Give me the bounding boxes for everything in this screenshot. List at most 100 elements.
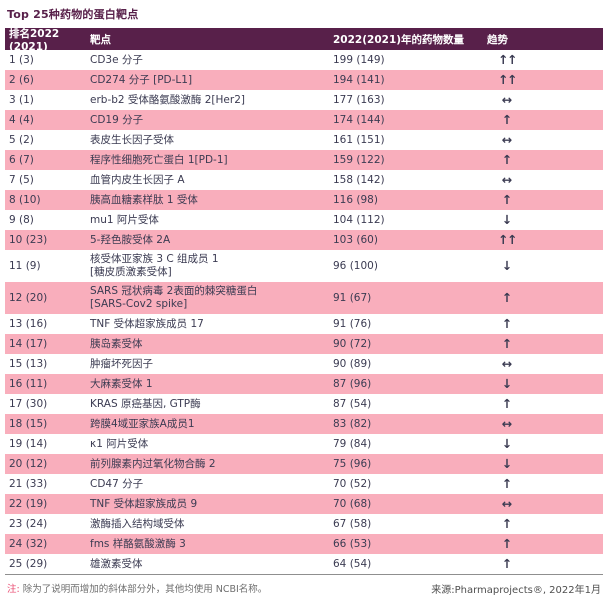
trend-up-icon: ↑ (501, 555, 513, 571)
trend-up-icon: ↑ (501, 111, 513, 127)
target-line: 肿瘤坏死因子 (90, 357, 153, 370)
target-cell: mu1 阿片受体 (90, 211, 333, 230)
table-row: 19 (14) κ1 阿片受体 79 (84) ↓ (5, 434, 603, 454)
target-cell: 血管内皮生长因子 A (90, 171, 333, 190)
rank-cell: 9 (8) (9, 214, 34, 226)
trend-up-up-icon: ↑↑ (498, 71, 517, 87)
target-cell: 大麻素受体 1 (90, 375, 333, 394)
target-line: 程序性细胞死亡蛋白 1[PD-1] (90, 153, 228, 166)
target-cell: 表皮生长因子受体 (90, 131, 333, 150)
target-line: erb-b2 受体酪氨酸激酶 2[Her2] (90, 93, 245, 106)
target-line: TNF 受体超家族成员 17 (90, 317, 204, 330)
count-cell: 87 (54) (333, 398, 372, 410)
count-cell: 66 (53) (333, 538, 372, 550)
table-row: 16 (11) 大麻素受体 1 87 (96) ↓ (5, 374, 603, 394)
count-cell: 174 (144) (333, 114, 385, 126)
target-line: KRAS 原癌基因, GTP酶 (90, 397, 201, 410)
trend-down-icon: ↓ (501, 211, 513, 227)
target-cell: κ1 阿片受体 (90, 435, 333, 454)
table-header-row: 排名2022 (2021) 靶点 2022(2021)年的药物数量 趋势 (5, 28, 603, 53)
count-cell: 199 (149) (333, 54, 385, 66)
table-row: 20 (12) 前列腺素内过氧化物合酶 2 75 (96) ↓ (5, 454, 603, 474)
target-line: TNF 受体超家族成员 9 (90, 497, 198, 510)
trend-cell: ↔ (487, 173, 603, 187)
table-row: 18 (15) 跨膜4域亚家族A成员1 83 (82) ↔ (5, 414, 603, 434)
target-cell: SARS 冠状病毒 2表面的棘突糖蛋白 [SARS-Cov2 spike] (90, 282, 333, 314)
rank-cell: 12 (20) (9, 292, 48, 304)
rank-cell: 18 (15) (9, 418, 48, 430)
trend-cell: ↔ (487, 357, 603, 371)
rank-cell: 22 (19) (9, 498, 48, 510)
trend-cell: ↔ (487, 133, 603, 147)
trend-flat-icon: ↔ (501, 495, 513, 511)
target-cell: CD19 分子 (90, 111, 333, 130)
column-header-count: 2022(2021)年的药物数量 (333, 33, 465, 46)
target-line: fms 样酪氨酸激酶 3 (90, 537, 186, 550)
target-cell: CD47 分子 (90, 475, 333, 494)
target-cell: erb-b2 受体酪氨酸激酶 2[Her2] (90, 91, 333, 110)
target-line: 跨膜4域亚家族A成员1 (90, 417, 195, 430)
target-line: [SARS-Cov2 spike] (90, 298, 188, 310)
target-line: CD47 分子 (90, 477, 144, 490)
table-row: 5 (2) 表皮生长因子受体 161 (151) ↔ (5, 130, 603, 150)
target-cell: 5-羟色胺受体 2A (90, 231, 333, 250)
target-cell: 前列腺素内过氧化物合酶 2 (90, 455, 333, 474)
trend-down-icon: ↓ (501, 257, 513, 273)
table-row: 7 (5) 血管内皮生长因子 A 158 (142) ↔ (5, 170, 603, 190)
count-cell: 75 (96) (333, 458, 372, 470)
rank-cell: 24 (32) (9, 538, 48, 550)
source-attribution: 来源:Pharmaprojects®, 2022年1月 (431, 585, 601, 596)
trend-cell: ↑ (487, 517, 603, 531)
target-line: CD3e 分子 (90, 53, 143, 66)
count-cell: 159 (122) (333, 154, 385, 166)
rank-cell: 20 (12) (9, 458, 48, 470)
target-line: 胰高血糖素样肽 1 受体 (90, 193, 198, 206)
table-row: 3 (1) erb-b2 受体酪氨酸激酶 2[Her2] 177 (163) ↔ (5, 90, 603, 110)
target-line: 表皮生长因子受体 (90, 133, 174, 146)
trend-up-icon: ↑ (501, 335, 513, 351)
count-cell: 83 (82) (333, 418, 372, 430)
target-line: CD274 分子 [PD-L1] (90, 73, 193, 86)
trend-cell: ↑ (487, 537, 603, 551)
target-line: 5-羟色胺受体 2A (90, 233, 171, 246)
trend-up-icon: ↑ (501, 315, 513, 331)
target-line: 雄激素受体 (90, 557, 143, 570)
rank-cell: 14 (17) (9, 338, 48, 350)
target-line: 核受体亚家族 3 C 组成员 1 (90, 253, 219, 265)
count-cell: 103 (60) (333, 234, 378, 246)
trend-cell: ↑ (487, 555, 603, 571)
rank-cell: 17 (30) (9, 398, 48, 410)
trend-up-icon: ↑ (501, 395, 513, 411)
target-line: CD19 分子 (90, 113, 144, 126)
table-row: 13 (16) TNF 受体超家族成员 17 91 (76) ↑ (5, 314, 603, 334)
target-cell: KRAS 原癌基因, GTP酶 (90, 395, 333, 414)
target-line: 前列腺素内过氧化物合酶 2 (90, 457, 216, 470)
rank-cell: 11 (9) (9, 260, 41, 272)
trend-cell: ↓ (487, 211, 603, 227)
rank-cell: 6 (7) (9, 154, 34, 166)
rank-cell: 5 (2) (9, 134, 34, 146)
count-cell: 70 (68) (333, 498, 372, 510)
trend-up-up-icon: ↑↑ (498, 231, 517, 247)
trend-flat-icon: ↔ (501, 415, 513, 431)
table-row: 21 (33) CD47 分子 70 (52) ↑ (5, 474, 603, 494)
rank-cell: 21 (33) (9, 478, 48, 490)
count-cell: 104 (112) (333, 214, 385, 226)
rank-cell: 25 (29) (9, 558, 48, 570)
trend-up-icon: ↑ (501, 191, 513, 207)
trend-cell: ↔ (487, 415, 603, 431)
count-cell: 64 (54) (333, 558, 372, 570)
table-row: 10 (23) 5-羟色胺受体 2A 103 (60) ↑↑ (5, 230, 603, 250)
count-cell: 90 (89) (333, 358, 372, 370)
table-row: 11 (9) 核受体亚家族 3 C 组成员 1 [糖皮质激素受体] 96 (100) ↓ (5, 250, 603, 282)
trend-up-icon: ↑ (501, 289, 513, 305)
target-line: 胰岛素受体 (90, 337, 143, 350)
trend-cell: ↑ (487, 191, 603, 207)
table-row: 22 (19) TNF 受体超家族成员 9 70 (68) ↔ (5, 494, 603, 514)
count-cell: 194 (141) (333, 74, 385, 86)
trend-down-icon: ↓ (501, 435, 513, 451)
target-cell: 激酶插入结构域受体 (90, 515, 333, 534)
table-footer: 注: 除为了说明而增加的斜体部分外，其他均使用 NCBI名称。 来源:Pharm… (5, 581, 603, 596)
trend-cell: ↑ (487, 153, 603, 167)
